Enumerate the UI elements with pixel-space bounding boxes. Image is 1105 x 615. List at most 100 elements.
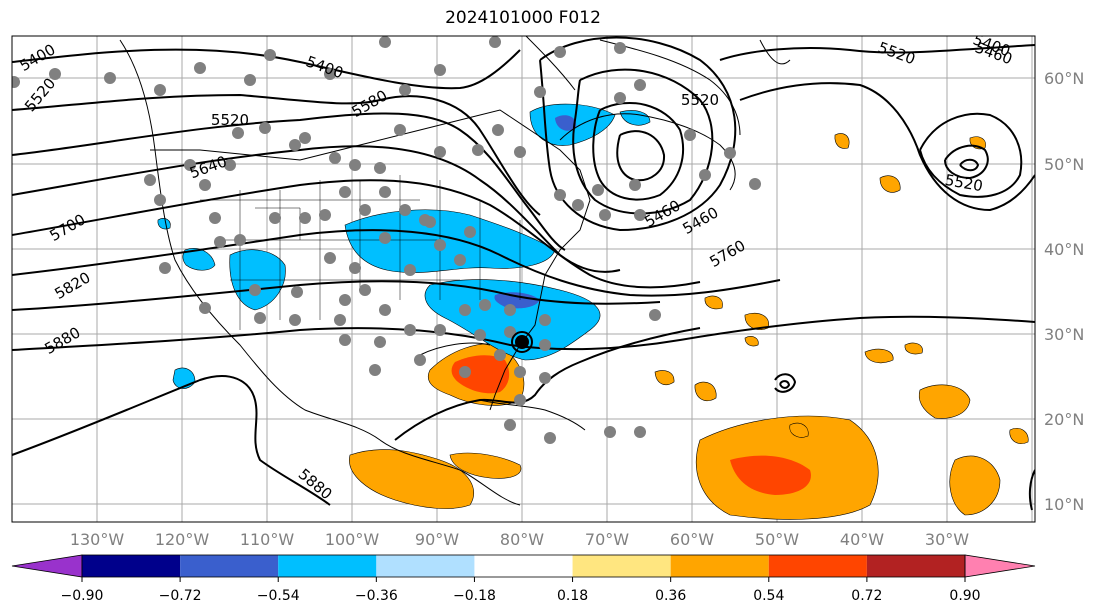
colorbar-segment — [572, 555, 671, 577]
lon-label: 60°W — [670, 530, 714, 549]
station-dot — [489, 36, 501, 48]
station-dot — [454, 254, 466, 266]
colorbar-ticks: −0.90 −0.72 −0.54 −0.36 −0.18 0.18 0.36 0.54 0.7… — [61, 577, 981, 604]
station-dot — [434, 64, 446, 76]
lat-label: 30°N — [1044, 325, 1084, 344]
colorbar-tick-label: 0.72 — [851, 588, 882, 604]
station-dot — [12, 76, 20, 88]
station-dot — [684, 129, 696, 141]
station-dot — [614, 92, 626, 104]
station-dot — [329, 152, 341, 164]
colorbar — [11, 554, 1036, 578]
colorbar-segment — [866, 555, 965, 577]
station-dot — [634, 426, 646, 438]
lon-label: 80°W — [500, 530, 544, 549]
station-dot — [232, 127, 244, 139]
strong-negative-anomaly-quebec — [555, 115, 577, 131]
colorbar-outline — [81, 554, 966, 578]
strong-positive-anomaly-gulf — [451, 355, 510, 394]
lat-label: 60°N — [1044, 69, 1084, 88]
station-dot — [472, 144, 484, 156]
station-dot — [374, 162, 386, 174]
lat-label: 20°N — [1044, 410, 1084, 429]
station-dot — [234, 234, 246, 246]
station-dot — [504, 419, 516, 431]
colorbar-segment — [376, 555, 475, 577]
lon-label: 90°W — [415, 530, 459, 549]
lon-label: 110°W — [240, 530, 295, 549]
station-dot — [592, 184, 604, 196]
station-dot — [514, 394, 526, 406]
station-dot — [104, 72, 116, 84]
height-contours — [12, 36, 1035, 511]
colorbar-min-extend — [11, 554, 83, 578]
station-dot — [494, 349, 506, 361]
colorbar-tick-label: 0.90 — [949, 588, 980, 604]
positive-anomaly-small-10 — [1009, 428, 1029, 444]
lon-label: 70°W — [585, 530, 629, 549]
station-dot — [359, 284, 371, 296]
station-dot — [572, 199, 584, 211]
station-dot — [404, 264, 416, 276]
station-dot — [369, 364, 381, 376]
lon-label: 100°W — [325, 530, 380, 549]
station-dot — [459, 366, 471, 378]
station-dot — [629, 179, 641, 191]
contour-label: 5520 — [681, 91, 719, 109]
station-dot — [379, 304, 391, 316]
station-dot — [144, 174, 156, 186]
positive-anomaly-small-6 — [834, 133, 850, 149]
station-dot — [514, 366, 526, 378]
hurricane-marker — [511, 331, 533, 353]
positive-anomaly-small-1 — [654, 370, 675, 385]
station-dot — [424, 216, 436, 228]
contour-label: 5520 — [211, 111, 249, 129]
state-borders — [200, 175, 521, 330]
station-dot — [414, 354, 426, 366]
colorbar-tick-label: −0.72 — [159, 588, 202, 604]
station-dot — [339, 186, 351, 198]
longitude-labels: 130°W 120°W 110°W 100°W 90°W 80°W 70°W 60°W 50°W… — [70, 530, 969, 549]
station-dot — [264, 49, 276, 61]
station-dot — [259, 122, 271, 134]
station-dot — [399, 84, 411, 96]
station-dot — [504, 304, 516, 316]
lon-label: 40°W — [840, 530, 884, 549]
positive-anomaly-small-2 — [694, 381, 717, 402]
lat-label: 40°N — [1044, 240, 1084, 259]
negative-anomaly-southeast — [424, 279, 601, 361]
colorbar-segment — [670, 555, 769, 577]
station-dot — [379, 232, 391, 244]
station-dot — [299, 212, 311, 224]
station-dot — [399, 204, 411, 216]
lat-label: 10°N — [1044, 495, 1084, 514]
station-dot — [749, 178, 761, 190]
station-dot — [474, 329, 486, 341]
colorbar-tick-label: 0.36 — [655, 588, 686, 604]
station-dot — [339, 334, 351, 346]
map-panel — [12, 36, 1035, 522]
positive-anomaly-mid-atlantic — [918, 384, 971, 419]
station-dot — [699, 169, 711, 181]
station-dot — [539, 339, 551, 351]
station-dot — [379, 186, 391, 198]
coastlines — [119, 36, 791, 506]
station-dot — [464, 226, 476, 238]
station-dot — [209, 212, 221, 224]
station-dot — [339, 294, 351, 306]
station-dot — [539, 372, 551, 384]
positive-anomaly-small-3 — [704, 295, 723, 310]
station-dot — [604, 426, 616, 438]
station-dot — [434, 146, 446, 158]
map-title: 2024101000 F012 — [445, 8, 601, 28]
station-dot — [359, 204, 371, 216]
station-dot — [184, 159, 196, 171]
station-dot — [154, 194, 166, 206]
station-dot — [319, 209, 331, 221]
station-dot — [334, 314, 346, 326]
station-dot — [544, 432, 556, 444]
station-dot — [634, 79, 646, 91]
station-dot — [434, 324, 446, 336]
positive-anomaly-small-5 — [879, 175, 901, 193]
station-dot — [349, 159, 361, 171]
